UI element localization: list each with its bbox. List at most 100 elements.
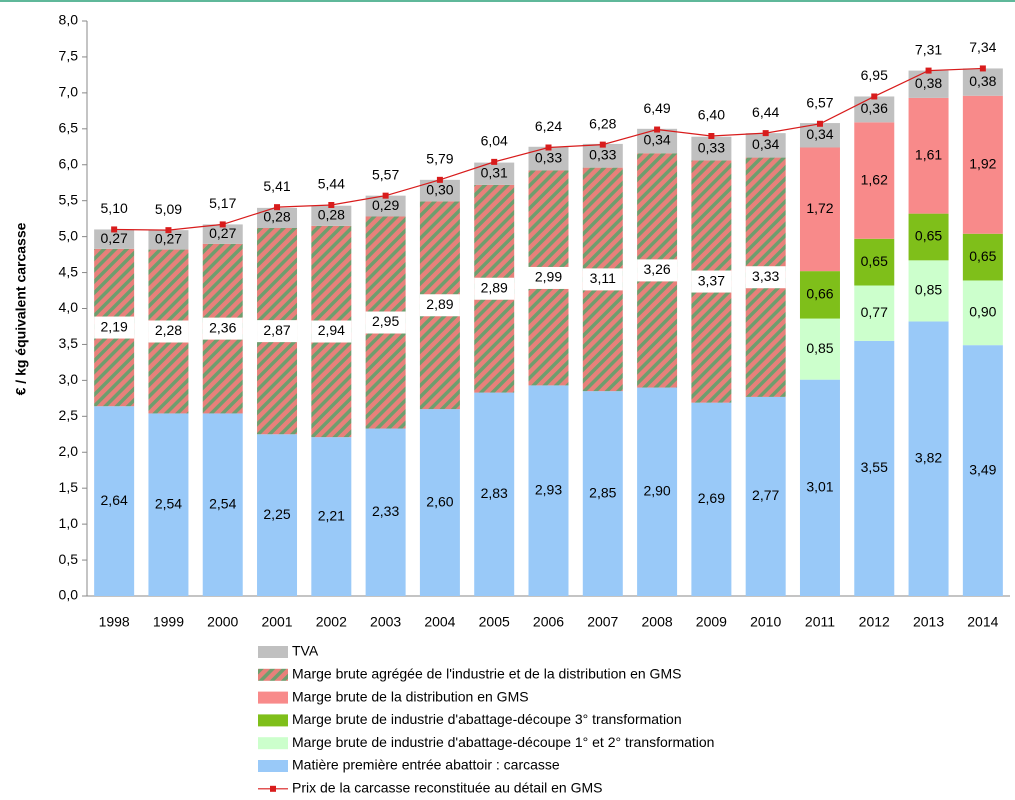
data-label: 3,33 <box>752 268 779 284</box>
y-tick-label: 4,0 <box>59 299 79 315</box>
bar-segment <box>962 233 1003 281</box>
label-box <box>637 259 678 282</box>
x-tick-label: 1998 <box>99 614 130 630</box>
legend-label: Marge brute de industrie d'abattage-déco… <box>292 711 682 727</box>
data-label: 2,60 <box>426 493 453 509</box>
data-label: 2,94 <box>318 322 345 338</box>
y-tick-label: 0,0 <box>59 587 79 603</box>
data-label: 3,55 <box>861 459 888 475</box>
bar-segment <box>854 285 895 341</box>
price-label: 6,04 <box>481 133 508 149</box>
data-label: 0,28 <box>318 206 345 222</box>
bar-segment <box>94 229 135 249</box>
data-label: 2,69 <box>698 490 725 506</box>
x-tick-label: 2001 <box>261 614 292 630</box>
data-label: 2,89 <box>481 279 508 295</box>
bar-segment <box>582 143 623 168</box>
data-label: 0,90 <box>969 304 996 320</box>
y-tick-label: 5,0 <box>59 227 79 243</box>
label-box <box>419 294 460 317</box>
price-label: 5,44 <box>318 176 345 192</box>
price-marker <box>491 158 498 165</box>
bar-segment <box>94 406 135 596</box>
data-label: 2,28 <box>155 322 182 338</box>
label-box <box>148 320 189 343</box>
price-marker <box>219 221 226 228</box>
price-label: 6,95 <box>861 67 888 83</box>
y-tick-label: 7,5 <box>59 48 79 64</box>
legend-swatch <box>258 668 288 681</box>
label-box <box>691 270 732 293</box>
bar-segment <box>691 402 732 596</box>
y-axis-label: € / kg équivalent carcasse <box>13 222 29 395</box>
data-label: 0,65 <box>915 228 942 244</box>
x-tick-label: 2006 <box>533 614 564 630</box>
bar-segment <box>962 280 1003 346</box>
label-box <box>745 266 786 289</box>
data-label: 2,90 <box>643 482 670 498</box>
legend-marker <box>270 785 276 792</box>
bar-segment <box>691 136 732 161</box>
data-label: 1,72 <box>806 200 833 216</box>
data-label: 2,89 <box>426 296 453 312</box>
y-tick-label: 1,5 <box>59 479 79 495</box>
price-marker <box>925 67 932 74</box>
bar-segment <box>257 434 298 596</box>
data-label: 2,99 <box>535 269 562 285</box>
bar-segment <box>799 123 840 148</box>
bar-segment <box>474 162 515 185</box>
price-label: 6,44 <box>752 104 779 120</box>
price-marker <box>654 126 661 133</box>
price-marker <box>274 204 281 211</box>
data-label: 0,33 <box>535 149 562 165</box>
legend-label: Matière première entrée abattoir : carca… <box>292 757 560 773</box>
label-box <box>365 311 406 334</box>
x-tick-label: 2004 <box>424 614 455 630</box>
legend-label: TVA <box>292 643 319 659</box>
data-label: 2,36 <box>209 319 236 335</box>
bar-segment <box>854 96 895 123</box>
y-tick-label: 6,5 <box>59 120 79 136</box>
price-label: 6,57 <box>806 94 833 110</box>
x-tick-label: 2013 <box>913 614 944 630</box>
legend-label: Marge brute de la distribution en GMS <box>292 688 529 704</box>
x-tick-label: 2010 <box>750 614 781 630</box>
bar-segment <box>202 413 243 596</box>
price-label: 6,49 <box>643 100 670 116</box>
price-marker <box>816 120 823 127</box>
data-label: 0,85 <box>915 282 942 298</box>
legend-swatch <box>258 737 288 750</box>
price-marker <box>545 144 552 151</box>
price-label: 6,24 <box>535 118 562 134</box>
price-marker <box>111 226 118 233</box>
data-label: 0,27 <box>155 231 182 247</box>
legend-swatch <box>258 760 288 772</box>
bar-segment <box>528 146 569 171</box>
bar-segment <box>854 122 895 239</box>
price-label: 6,40 <box>698 107 725 123</box>
price-label: 5,17 <box>209 195 236 211</box>
x-tick-label: 2002 <box>316 614 347 630</box>
y-tick-label: 3,5 <box>59 335 79 351</box>
data-label: 0,34 <box>752 136 779 152</box>
y-tick-label: 3,0 <box>59 371 79 387</box>
data-label: 2,77 <box>752 487 779 503</box>
label-box <box>94 316 135 339</box>
data-label: 0,66 <box>806 286 833 302</box>
price-label: 7,34 <box>969 39 996 55</box>
data-label: 1,62 <box>861 171 888 187</box>
data-label: 2,25 <box>263 506 290 522</box>
price-marker <box>979 65 986 72</box>
y-tick-label: 5,5 <box>59 191 79 207</box>
x-tick-label: 2009 <box>696 614 727 630</box>
data-label: 0,77 <box>861 304 888 320</box>
data-label: 3,49 <box>969 461 996 477</box>
data-label: 0,29 <box>372 197 399 213</box>
bar-segment <box>582 391 623 596</box>
label-box <box>474 277 515 300</box>
price-marker <box>599 141 606 148</box>
legend-label: Prix de la carcasse reconstituée au déta… <box>292 780 603 796</box>
price-label: 6,28 <box>589 115 616 131</box>
price-label: 7,31 <box>915 41 942 57</box>
